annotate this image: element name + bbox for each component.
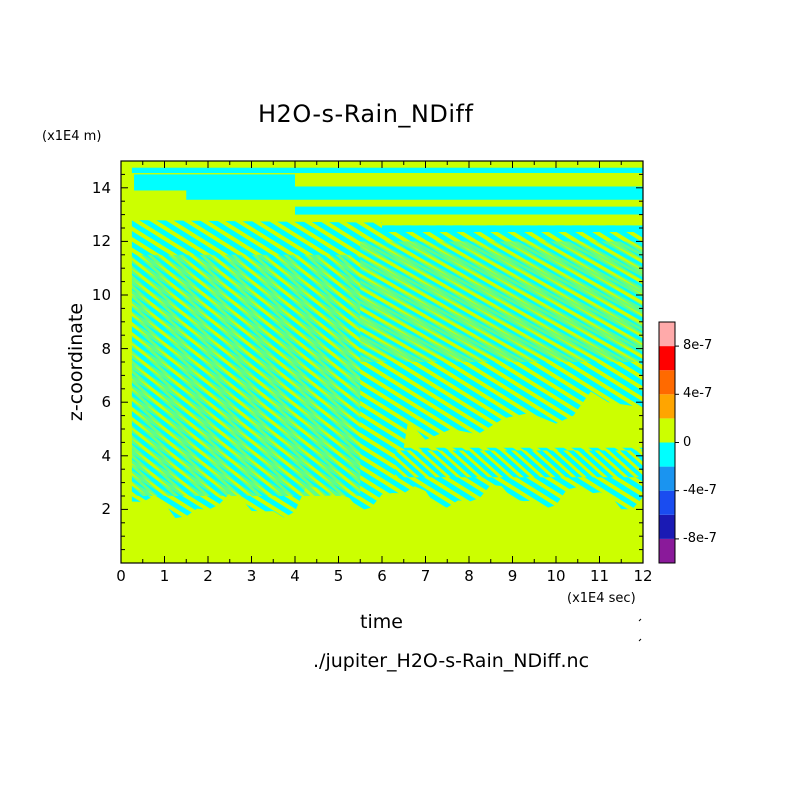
field-positive-blob: [403, 391, 643, 448]
y-tick-label: 6: [101, 393, 111, 412]
field-texture-left: [129, 254, 361, 496]
field-band-5: [121, 199, 643, 207]
y-unit-label: (x1E4 m): [42, 129, 102, 144]
x-tick-label: 1: [159, 567, 170, 585]
colorbar-segment: [659, 442, 675, 467]
colorbar-tick-label: -8e-7: [683, 530, 717, 546]
field-band-3: [295, 206, 643, 215]
x-axis-label: time: [360, 611, 403, 633]
y-tick-label: 8: [101, 339, 111, 358]
colorbar-segment: [659, 418, 675, 443]
x-tick-label: 8: [464, 567, 474, 585]
colorbar-segment: [659, 538, 675, 563]
field-band-6: [382, 214, 643, 226]
colorbar-segment: [659, 322, 675, 347]
colorbar-tick-label: -4e-7: [683, 482, 717, 498]
x-tick-label: 0: [116, 567, 126, 585]
field-band-0: [121, 167, 643, 174]
x-tick-label: 6: [377, 567, 387, 585]
x-tick-label: 11: [589, 567, 610, 585]
y-tick-label: 4: [101, 446, 111, 465]
chart-title: H2O-s-Rain_NDiff: [258, 100, 474, 128]
y-tick-label: 10: [91, 286, 111, 304]
x-tick-label: 4: [290, 567, 300, 585]
y-tick-label: 14: [91, 178, 111, 197]
colorbar-tick-label: 4e-7: [683, 386, 713, 402]
colorbar: [658, 321, 679, 564]
mark-1: [638, 618, 642, 622]
mark-2: [638, 638, 642, 642]
field-band-8: [121, 166, 132, 510]
colorbar-segment: [659, 346, 675, 371]
colorbar-segment: [659, 370, 675, 395]
source-filename: ./jupiter_H2O-s-Rain_NDiff.nc: [313, 650, 590, 672]
field-band-1: [186, 186, 643, 200]
y-tick-label: 2: [101, 500, 111, 519]
colorbar-segment: [659, 490, 675, 515]
x-unit-label: (x1E4 sec): [567, 591, 636, 606]
x-tick-label: 12: [633, 567, 653, 585]
colorbar-segment: [659, 466, 675, 491]
field-band-2: [134, 174, 295, 191]
colorbar-segment: [659, 394, 675, 419]
colorbar-tick-label: 8e-7: [683, 338, 713, 354]
x-tick-label: 7: [420, 567, 431, 585]
y-axis-ticks: [121, 160, 643, 551]
x-axis-ticks: [120, 161, 644, 563]
x-tick-label: 5: [333, 567, 344, 585]
field-band-4: [382, 225, 643, 233]
y-axis-label: z-coordinate: [65, 302, 87, 422]
heatmap-field: [121, 161, 643, 563]
x-tick-label: 3: [246, 567, 257, 585]
field-band-7: [295, 173, 643, 187]
x-tick-label: 9: [507, 567, 518, 585]
y-tick-label: 12: [91, 232, 111, 251]
colorbar-tick-label: 0: [683, 434, 692, 450]
x-tick-label: 2: [203, 567, 213, 585]
colorbar-segment: [659, 514, 675, 539]
field-texture-right: [360, 241, 643, 362]
x-tick-label: 10: [546, 567, 566, 585]
field-band-lower: [395, 450, 643, 478]
